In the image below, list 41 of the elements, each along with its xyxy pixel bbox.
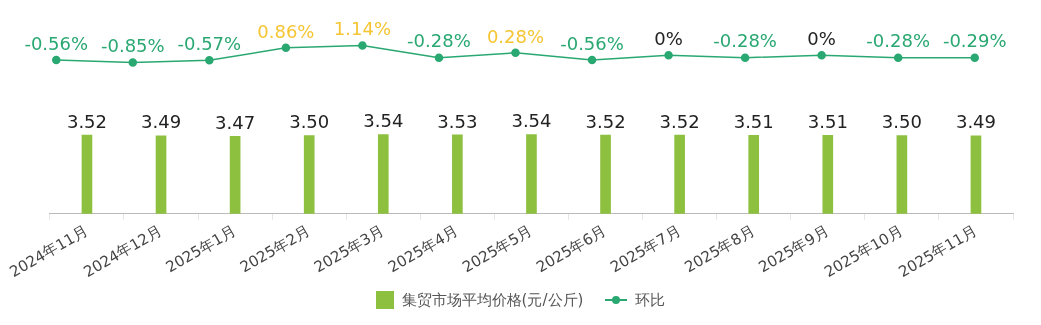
point — [358, 41, 367, 50]
point — [434, 53, 444, 62]
data-label: 3.52 — [66, 110, 107, 132]
data-label: -0.56% — [24, 32, 89, 54]
data-label: 0.86% — [257, 20, 315, 42]
data-label: 3.52 — [585, 110, 626, 132]
data-label: 0.28% — [486, 25, 545, 47]
data-label: 3.53 — [437, 110, 478, 132]
data-label: 3.50 — [881, 111, 922, 133]
point — [281, 43, 291, 53]
data-label: -0.57% — [177, 32, 242, 54]
point — [664, 51, 673, 60]
data-label: -0.28% — [713, 30, 777, 52]
point — [587, 55, 597, 65]
data-label: 3.50 — [289, 111, 330, 133]
point — [970, 53, 979, 62]
data-label: 3.51 — [807, 110, 848, 132]
data-label: 3.49 — [955, 111, 996, 133]
data-label: 3.49 — [141, 111, 182, 133]
data-label: 0% — [654, 27, 683, 49]
data-label: 1.14% — [333, 18, 392, 40]
data-label: 3.52 — [659, 110, 700, 132]
point — [52, 55, 61, 65]
point — [511, 48, 520, 58]
data-label: 3.51 — [733, 110, 774, 132]
point — [893, 53, 903, 62]
point — [817, 51, 826, 60]
point — [128, 58, 138, 67]
data-label: -0.29% — [942, 30, 1007, 52]
data-label: 0% — [807, 27, 836, 49]
legend-label: 环比 — [635, 290, 666, 310]
legend-label: 集贸市场平均价格(元/公斤) — [401, 290, 584, 310]
data-label: -0.28% — [407, 30, 471, 52]
data-label: 3.54 — [363, 110, 404, 132]
point — [205, 55, 214, 65]
data-label: -0.56% — [560, 32, 624, 54]
data-label: 3.47 — [215, 111, 256, 133]
data-label: -0.28% — [866, 30, 931, 52]
data-label: -0.85% — [100, 35, 165, 57]
point — [740, 53, 750, 62]
data-label: 3.54 — [511, 110, 552, 132]
